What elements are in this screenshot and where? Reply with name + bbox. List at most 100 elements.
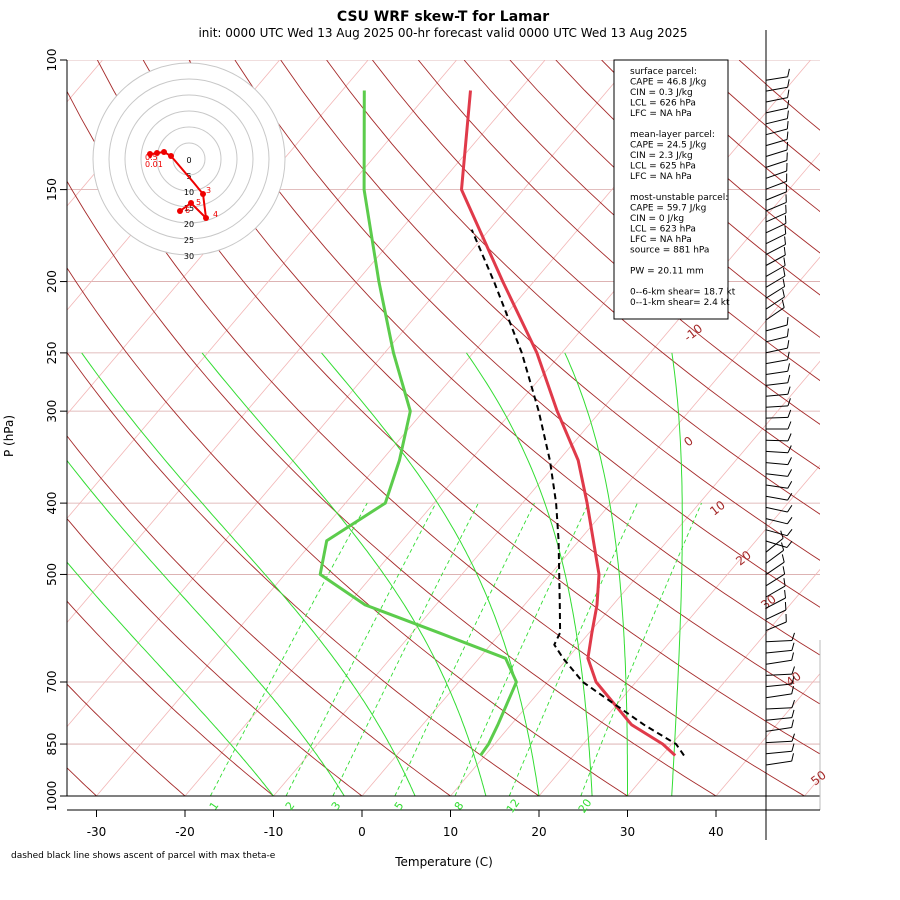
wind-barb-feather [786, 517, 793, 525]
info-box-line: LCL = 625 hPa [630, 162, 696, 172]
wind-barb [765, 170, 787, 179]
info-box-line: LFC = NA hPa [630, 235, 692, 245]
dry-adiabat-line [417, 60, 820, 425]
moist-adiabat-line [67, 459, 345, 796]
wind-barb [765, 243, 786, 256]
moist-adiabat-line [67, 561, 274, 796]
wind-barb [765, 149, 788, 157]
mixing-ratio-line [508, 502, 638, 796]
wind-barb [765, 760, 792, 766]
wind-barb [765, 307, 785, 321]
wind-barb-feather [791, 676, 795, 685]
wind-barb-feather [784, 225, 787, 234]
wind-barb-feather [783, 257, 786, 266]
hodograph-point [147, 151, 153, 157]
info-box-line: CIN = 0.3 J/kg [630, 88, 693, 98]
wind-barb [765, 86, 788, 92]
hodograph-point [188, 200, 194, 206]
isotherm-line [627, 568, 820, 796]
wind-barb [765, 473, 788, 477]
wind-barb-feather [791, 699, 795, 708]
wind-barb [765, 336, 788, 343]
wind-barb [765, 97, 788, 103]
isotherm-line [361, 256, 820, 796]
wind-barb-feather [787, 68, 790, 77]
wind-barb-feather [787, 374, 791, 383]
hodograph-point-label: 0.5 [145, 153, 158, 162]
pressure-tick-label: 850 [45, 733, 59, 756]
hodograph-point-label: 5 [196, 198, 201, 207]
wind-barb [765, 416, 789, 419]
wind-barb [765, 139, 788, 147]
wind-barb [765, 370, 788, 375]
wind-barb [765, 393, 788, 397]
wind-barb-feather [791, 642, 795, 651]
hodograph-ring [92, 62, 286, 256]
wind-barb [765, 324, 788, 332]
wind-barb-feather [791, 733, 795, 742]
wind-barb [765, 540, 788, 548]
hodograph-point-label: 4 [213, 210, 218, 219]
info-box-line: 0--6-km shear= 18.7 kt [630, 288, 736, 298]
wind-barb [765, 201, 787, 212]
info-box-line: mean-layer parcel: [630, 130, 715, 140]
wind-barb [765, 450, 789, 454]
hodograph-point [203, 215, 209, 221]
wind-barb [765, 529, 788, 537]
info-box-line: 0--1-km shear= 2.4 kt [630, 298, 730, 308]
temperature-tick-label: 10 [443, 825, 458, 839]
dry-adiabat-line [67, 683, 186, 796]
wind-barbs [765, 30, 795, 840]
wind-barb [765, 597, 786, 609]
wind-barb [765, 296, 785, 310]
wind-barb [765, 254, 786, 266]
wind-barb [765, 212, 787, 223]
wind-barb-feather [782, 566, 786, 575]
pressure-tick-label: 250 [45, 341, 59, 364]
wind-barb [765, 359, 788, 365]
wind-barb-feather [787, 493, 793, 501]
dry-adiabat-line [67, 180, 717, 796]
wind-barb-feather [791, 709, 795, 718]
wind-barb [765, 484, 788, 489]
dry-adiabat-line [67, 600, 274, 796]
wind-barb [765, 573, 785, 587]
hodograph-ring-inner [108, 78, 270, 240]
wind-barb [765, 222, 787, 234]
wind-barb [765, 750, 792, 755]
mixing-ratio-label: 1 [207, 799, 222, 812]
wind-barb [765, 683, 792, 688]
mixing-ratio-label: 20 [576, 797, 595, 816]
hodograph-ring-inner [124, 94, 254, 224]
wind-barb-feather [787, 457, 792, 465]
wind-barb-feather [784, 590, 786, 599]
wind-barb-feather [791, 632, 795, 641]
mixing-ratio-line [580, 502, 702, 796]
wind-barb-feather [791, 753, 794, 762]
info-box-line: CIN = 2.3 J/kg [630, 151, 693, 161]
wind-barb [765, 439, 789, 442]
pressure-tick-label: 100 [45, 49, 59, 72]
dry-adiabat-line [67, 517, 363, 796]
wind-barb [765, 107, 788, 114]
hodograph-point [200, 191, 206, 197]
info-box-line: CAPE = 46.8 J/kg [630, 78, 706, 88]
mixing-ratio-line [394, 502, 535, 796]
info-box-line: LFC = NA hPa [630, 109, 692, 119]
wind-barb [765, 673, 793, 676]
wind-barb-feather [787, 445, 792, 453]
hodograph-ring-inner [140, 110, 238, 208]
wind-barb-feather [784, 601, 787, 611]
temperature-tick-label: 30 [620, 825, 635, 839]
dry-adiabat-line [188, 60, 820, 656]
moist-adiabat-line [201, 352, 487, 796]
dry-adiabat-line [67, 435, 451, 796]
wind-barb-feather [781, 299, 785, 308]
hodograph-ring-label: 25 [184, 236, 194, 245]
dry-adiabat-line [326, 60, 820, 515]
wind-barb-feather [791, 652, 794, 661]
temperature-tick-label: -30 [87, 825, 107, 839]
hodograph-point-label: 6 [185, 206, 190, 215]
